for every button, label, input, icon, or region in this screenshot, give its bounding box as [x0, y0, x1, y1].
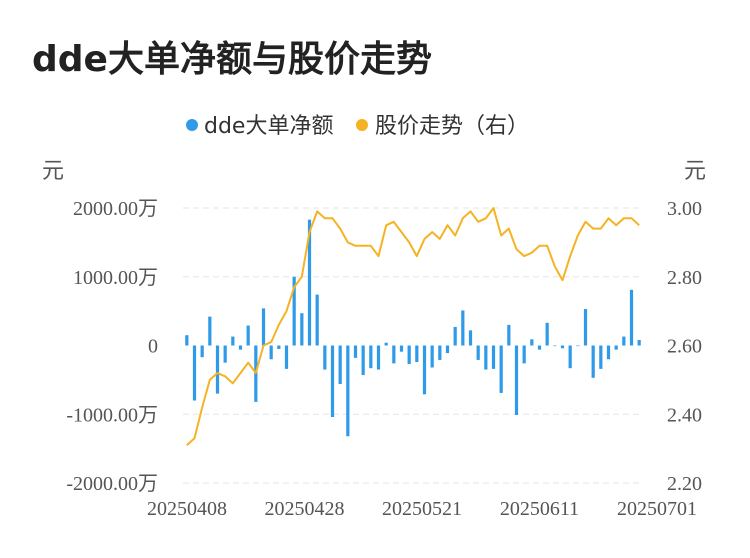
- bar: [553, 345, 557, 347]
- bar: [522, 345, 526, 364]
- bar: [576, 345, 580, 347]
- bar: [438, 345, 442, 360]
- legend-marker-bar: [186, 119, 198, 131]
- bar: [545, 322, 549, 346]
- right-tick-label: 2.60: [667, 336, 702, 358]
- bar: [637, 340, 641, 346]
- line-series: [186, 207, 640, 446]
- bar: [399, 345, 404, 352]
- bar: [606, 345, 611, 360]
- bar: [200, 345, 204, 358]
- bar: [338, 345, 342, 384]
- bar: [568, 345, 572, 369]
- bar: [599, 345, 603, 369]
- bar: [415, 345, 419, 362]
- bar: [192, 345, 197, 401]
- bar: [223, 345, 227, 363]
- legend[interactable]: dde大单净额 股价走势（右）: [186, 114, 529, 139]
- bar: [315, 294, 319, 346]
- right-axis: 3.00 2.80 2.60 2.40 2.20: [667, 198, 702, 495]
- legend-marker-line: [356, 119, 368, 131]
- bar: [376, 345, 381, 370]
- bar: [361, 345, 365, 376]
- bar: [330, 345, 335, 417]
- left-tick-label: -2000.00万: [66, 473, 158, 495]
- bar: [530, 339, 534, 346]
- bar: [614, 345, 618, 350]
- legend-label-line[interactable]: 股价走势（右）: [375, 114, 529, 139]
- bar: [622, 336, 626, 346]
- left-tick-label: 0: [148, 336, 158, 358]
- bar: [292, 276, 296, 346]
- chart-title: dde大单净额与股价走势: [32, 39, 432, 80]
- bar: [491, 345, 496, 369]
- bar: [231, 336, 235, 346]
- bar: [453, 326, 457, 346]
- bar: [269, 345, 273, 360]
- bar: [185, 335, 189, 346]
- bar-series: [185, 219, 641, 437]
- bar: [537, 345, 542, 350]
- bar: [346, 345, 350, 437]
- price-line: [186, 207, 640, 446]
- bar: [430, 345, 434, 368]
- bar: [514, 345, 519, 415]
- bar: [484, 345, 488, 370]
- bar: [560, 345, 565, 349]
- left-tick-label: 2000.00万: [73, 198, 158, 220]
- left-axis-unit: 元: [42, 159, 64, 184]
- bar: [507, 324, 511, 346]
- bar: [238, 345, 243, 350]
- right-tick-label: 2.40: [667, 404, 702, 426]
- right-axis-unit: 元: [684, 159, 706, 184]
- x-axis: 20250408 20250428 20250521 20250611 20250701: [147, 498, 697, 520]
- bar: [407, 345, 411, 365]
- bar: [323, 345, 327, 370]
- bar: [629, 289, 634, 346]
- bar: [300, 313, 304, 346]
- left-tick-label: 1000.00万: [73, 267, 158, 289]
- x-tick-label: 20250611: [500, 498, 579, 520]
- bar: [422, 345, 427, 395]
- bar: [499, 345, 503, 393]
- bar: [284, 345, 289, 369]
- legend-label-bar[interactable]: dde大单净额: [204, 114, 333, 139]
- x-tick-label: 20250701: [617, 498, 697, 520]
- right-tick-label: 3.00: [667, 198, 702, 220]
- x-tick-label: 20250521: [382, 498, 462, 520]
- left-axis: 2000.00万 1000.00万 0 -1000.00万 -2000.00万: [66, 198, 158, 495]
- left-tick-label: -1000.00万: [66, 404, 158, 426]
- bar: [208, 316, 212, 346]
- bar: [445, 345, 450, 354]
- bar: [384, 342, 388, 346]
- bar: [583, 309, 588, 346]
- bar: [246, 325, 250, 346]
- right-tick-label: 2.80: [667, 267, 702, 289]
- bar: [476, 345, 480, 360]
- bar: [215, 345, 220, 394]
- bar: [307, 219, 312, 346]
- bar: [277, 345, 281, 349]
- bar: [261, 308, 266, 346]
- bar: [392, 345, 396, 364]
- x-tick-label: 20250408: [147, 498, 227, 520]
- bar: [369, 345, 373, 369]
- bar: [353, 345, 358, 358]
- bar: [461, 310, 465, 346]
- grid-lines: [183, 207, 643, 484]
- bar: [591, 345, 595, 378]
- bar: [468, 330, 473, 346]
- x-tick-label: 20250428: [265, 498, 345, 520]
- right-tick-label: 2.20: [667, 473, 702, 495]
